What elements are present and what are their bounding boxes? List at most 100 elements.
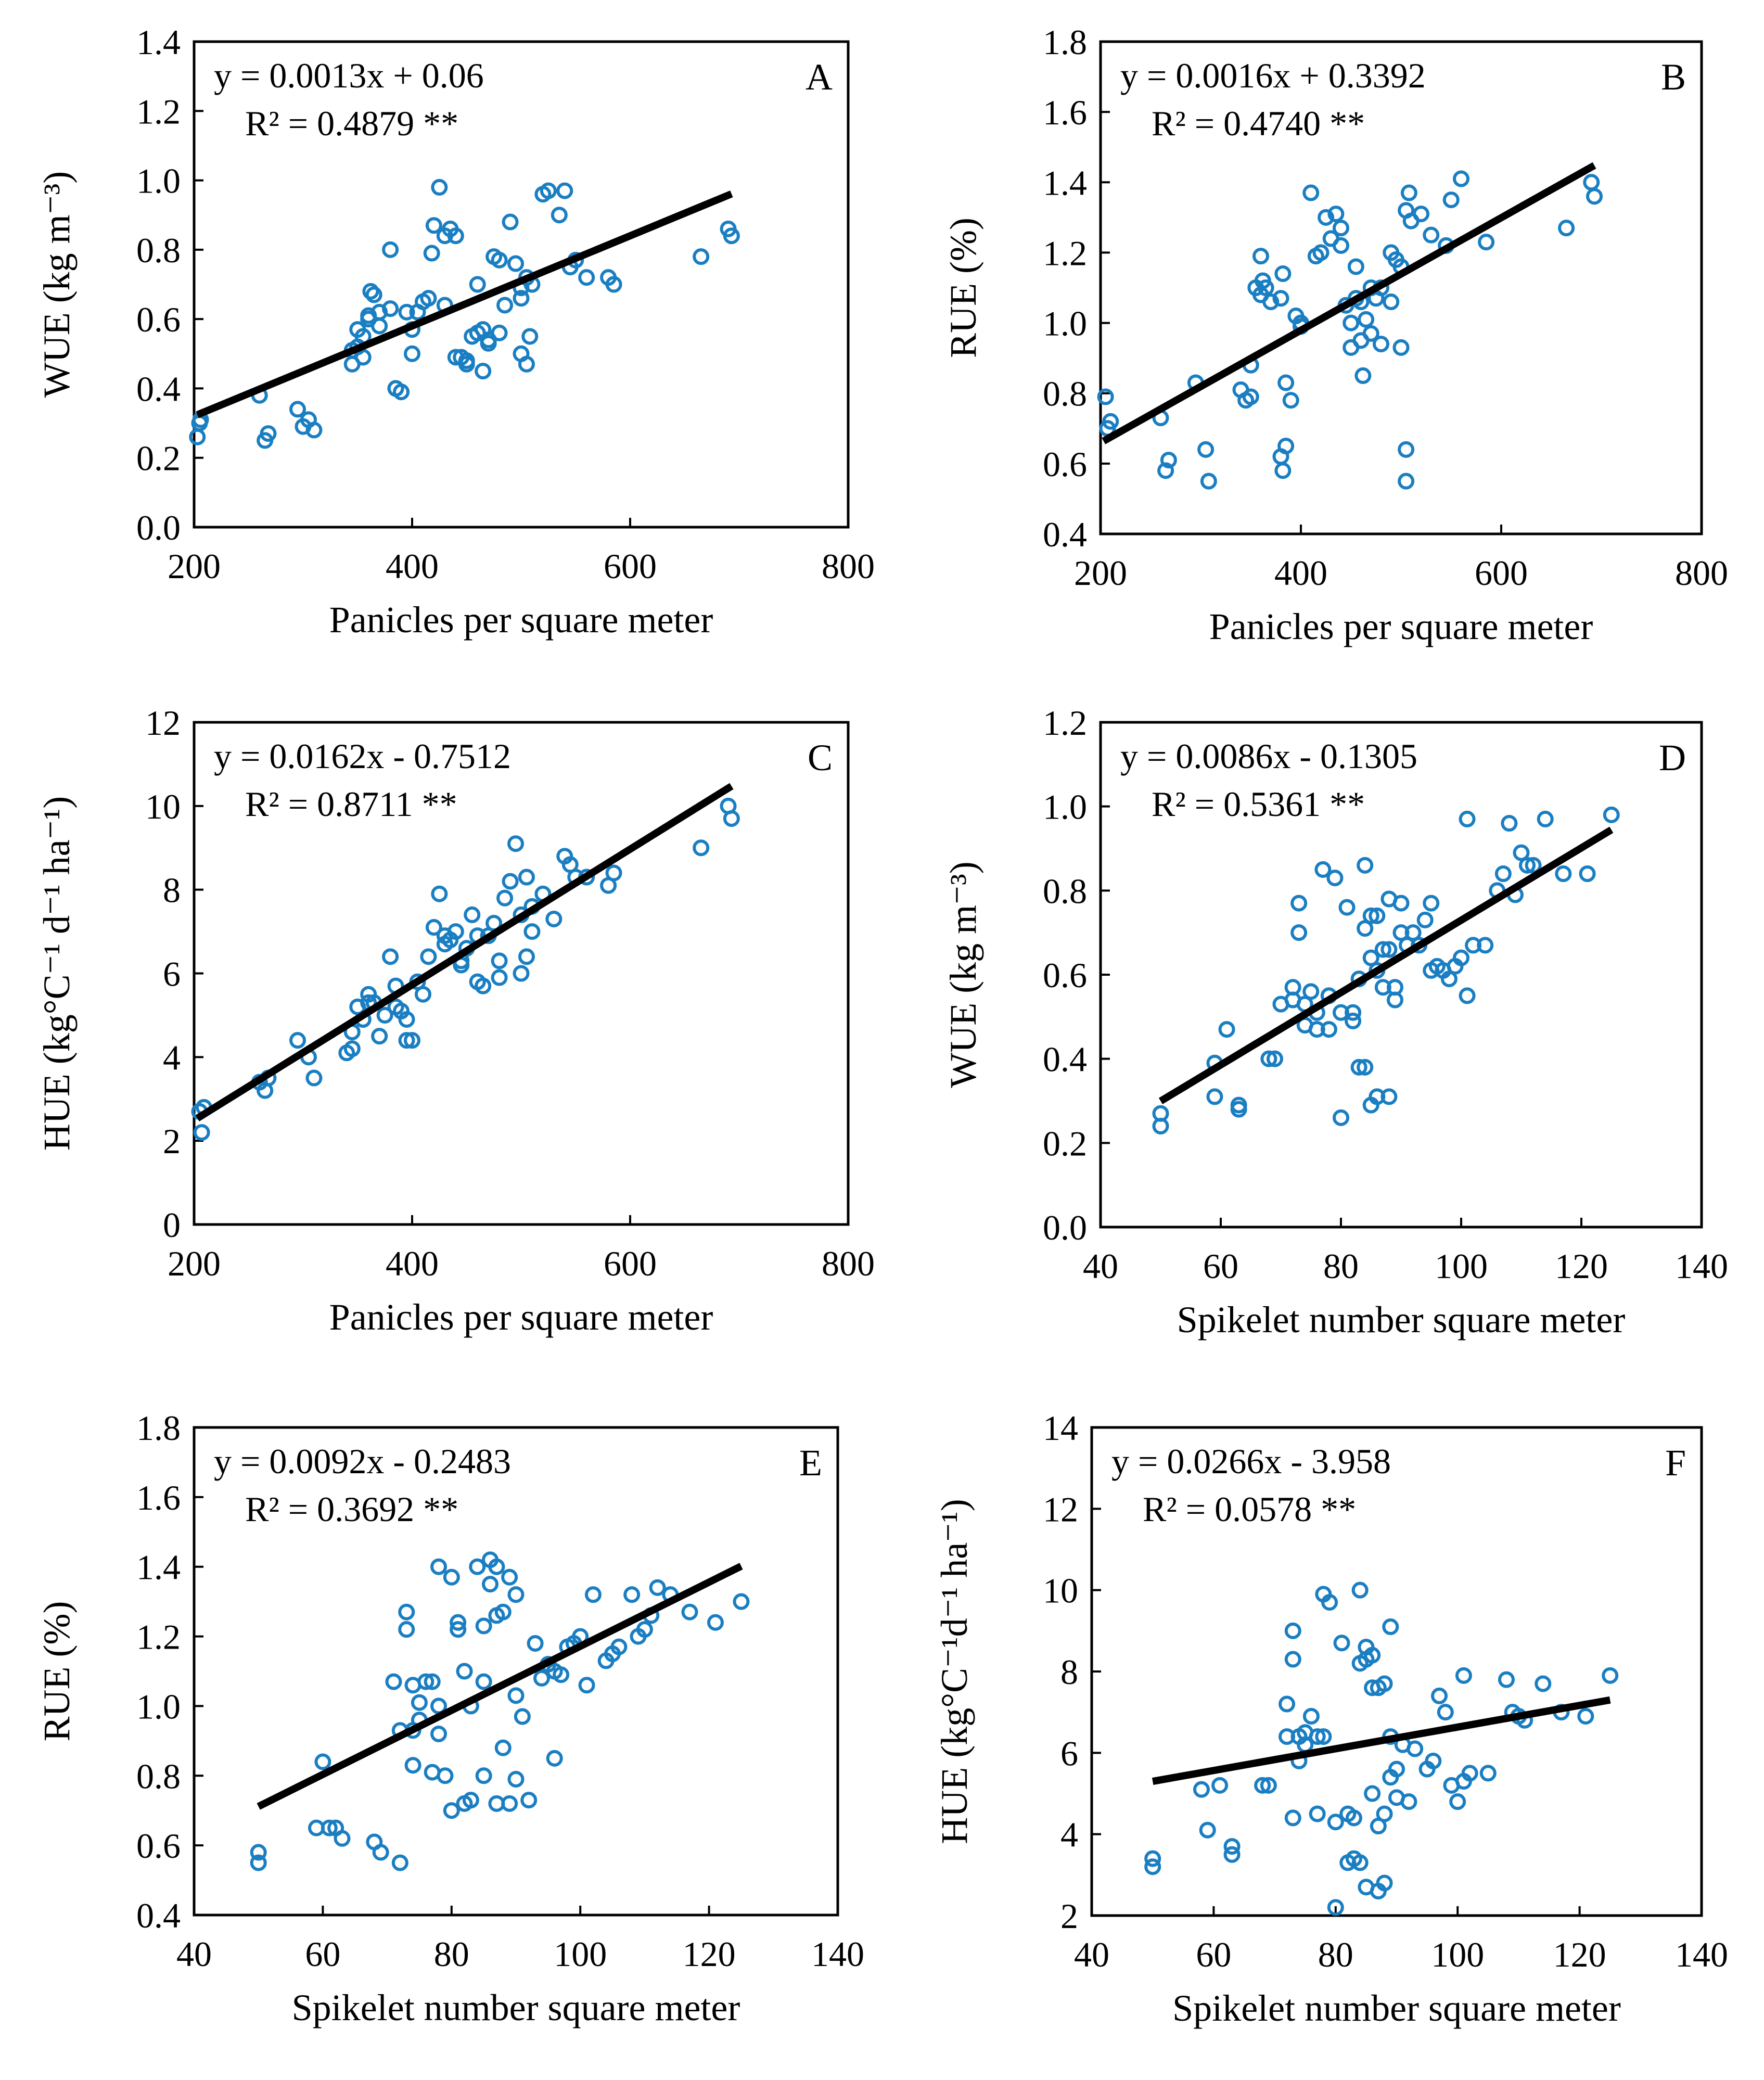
x-tick-label: 120 <box>1555 1246 1608 1286</box>
data-point <box>447 923 464 940</box>
data-point <box>387 380 404 397</box>
data-point <box>1223 1838 1241 1855</box>
data-point <box>610 1638 628 1655</box>
y-tick-label: 10 <box>145 787 181 826</box>
data-point <box>527 1635 544 1652</box>
data-point <box>1252 286 1269 303</box>
data-point <box>518 948 535 965</box>
data-point <box>1392 924 1410 941</box>
y-axis-title: HUE (kg°C⁻¹d⁻¹ ha⁻¹) <box>934 1499 975 1844</box>
data-point <box>464 906 481 923</box>
data-point <box>398 1011 415 1028</box>
data-point <box>1358 1879 1375 1896</box>
data-point <box>1200 473 1217 490</box>
data-point <box>578 269 595 286</box>
data-point <box>520 1792 538 1809</box>
data-point <box>1290 924 1308 941</box>
data-point <box>523 923 541 940</box>
data-point <box>1333 220 1349 237</box>
data-point <box>623 1586 641 1603</box>
y-tick-label: 2 <box>1060 1896 1078 1936</box>
data-point <box>1400 184 1417 201</box>
data-point <box>425 217 442 234</box>
data-point <box>1423 226 1440 244</box>
x-tick-label: 800 <box>822 546 875 586</box>
data-point <box>605 864 622 882</box>
data-point <box>1102 413 1119 430</box>
data-point <box>404 1032 420 1049</box>
data-point <box>411 1694 428 1711</box>
data-point <box>1333 237 1349 254</box>
data-point <box>1338 899 1356 916</box>
data-point <box>1327 1814 1344 1831</box>
y-axis-title: WUE (kg m⁻³) <box>36 171 78 398</box>
data-point <box>456 1663 473 1680</box>
regression-line <box>1158 826 1614 1104</box>
data-point <box>1498 1671 1515 1688</box>
data-point <box>507 1770 525 1788</box>
x-tick-label: 60 <box>305 1934 340 1974</box>
data-point <box>365 286 382 303</box>
data-point <box>693 839 710 857</box>
x-tick-label: 100 <box>1435 1246 1488 1286</box>
data-point <box>1277 438 1295 455</box>
y-tick-label: 14 <box>1043 1408 1078 1448</box>
data-point <box>1398 473 1415 490</box>
data-point <box>456 1795 473 1812</box>
y-tick-label: 0.2 <box>136 439 181 478</box>
data-point <box>1357 1058 1374 1076</box>
y-tick-label: 1.2 <box>136 1617 181 1657</box>
data-point <box>496 297 514 314</box>
data-point <box>681 1603 698 1620</box>
data-point <box>437 1767 454 1784</box>
data-point <box>475 1767 492 1784</box>
data-point <box>1374 941 1391 958</box>
data-point <box>404 345 420 362</box>
data-point <box>469 1558 486 1575</box>
data-point <box>295 418 312 435</box>
data-point <box>420 948 437 965</box>
data-point <box>382 241 399 258</box>
data-point <box>1309 1728 1326 1745</box>
data-point <box>343 1040 361 1057</box>
data-point <box>1392 339 1410 356</box>
x-tick-label: 800 <box>822 1244 875 1283</box>
x-tick-label: 600 <box>604 546 657 586</box>
data-point <box>1362 907 1379 924</box>
data-point <box>371 1028 388 1045</box>
data-point <box>1097 388 1114 405</box>
data-point <box>1254 1777 1271 1794</box>
data-point <box>450 1614 467 1631</box>
data-point <box>371 317 388 335</box>
data-point <box>475 1673 492 1690</box>
data-point <box>250 1844 267 1861</box>
data-point <box>458 355 475 373</box>
data-point <box>551 207 568 224</box>
data-point <box>1284 1651 1301 1668</box>
data-point <box>1461 1765 1478 1782</box>
y-tick-label: 1.8 <box>136 1408 181 1448</box>
data-point <box>1279 1695 1296 1713</box>
data-point <box>501 1568 518 1586</box>
data-point <box>1314 861 1332 878</box>
data-point <box>1455 1667 1472 1684</box>
data-point <box>507 255 525 272</box>
y-tick-label: 0.0 <box>136 508 181 547</box>
data-point <box>1431 1687 1448 1704</box>
x-tick-label: 80 <box>1318 1935 1353 1974</box>
x-tick-label: 40 <box>1083 1246 1118 1286</box>
data-point <box>430 1725 448 1742</box>
data-point <box>1333 1109 1349 1126</box>
data-point <box>1453 170 1469 187</box>
data-point <box>371 303 388 321</box>
y-tick-label: 0.6 <box>136 300 181 339</box>
data-point <box>436 936 453 953</box>
data-point <box>1478 234 1495 251</box>
data-point <box>1284 1809 1301 1827</box>
data-point <box>491 969 508 986</box>
data-point <box>420 290 437 307</box>
data-point <box>475 1617 492 1635</box>
x-tick-label: 800 <box>1675 553 1728 593</box>
x-tick-label: 120 <box>683 1934 736 1974</box>
